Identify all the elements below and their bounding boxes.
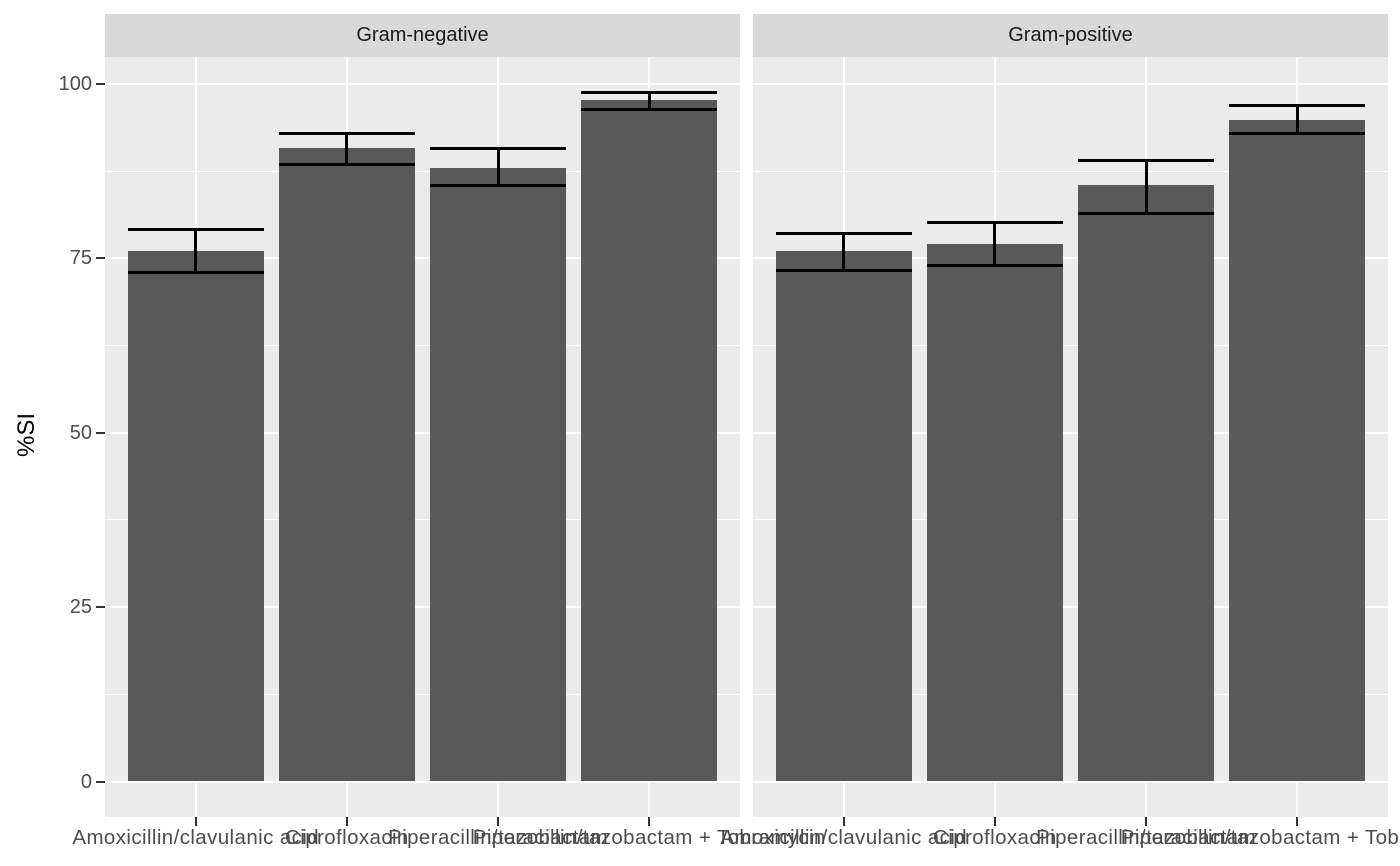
- error-bar-cap-lower: [278, 162, 415, 166]
- error-bar-stem: [647, 92, 651, 110]
- y-tick-label: 75: [69, 247, 92, 270]
- error-bar-cap-upper: [775, 232, 912, 236]
- bar-3: [1078, 185, 1215, 782]
- minor-gridline: [105, 170, 740, 172]
- error-bar-cap-upper: [1078, 158, 1215, 162]
- facet-strip-label: Gram-negative: [356, 24, 489, 46]
- y-tick-label: 100: [58, 73, 92, 95]
- bar-2: [278, 148, 415, 782]
- error-bar-cap-lower: [1078, 212, 1215, 216]
- y-tick-mark: [96, 431, 105, 434]
- error-bar-stem: [1295, 105, 1299, 134]
- y-tick-label: 0: [80, 770, 92, 793]
- error-bar-stem: [993, 222, 997, 266]
- major-gridline: [105, 83, 740, 85]
- y-tick-mark: [96, 606, 105, 609]
- error-bar-cap-lower: [926, 263, 1063, 267]
- major-gridline: [753, 431, 1388, 434]
- minor-gridline: [753, 170, 1388, 172]
- y-tick-mark: [96, 780, 105, 783]
- error-bar-cap-lower: [127, 270, 264, 274]
- minor-gridline: [753, 345, 1388, 347]
- major-gridline: [105, 431, 740, 434]
- minor-gridline: [753, 519, 1388, 521]
- error-bar-cap-lower: [581, 107, 718, 111]
- x-tick-mark: [194, 817, 197, 826]
- error-bar-cap-lower: [430, 183, 567, 187]
- major-gridline: [105, 257, 740, 260]
- major-gridline: [753, 606, 1388, 609]
- error-bar-cap-upper: [581, 90, 718, 94]
- bar-4: [581, 100, 718, 782]
- facet-strip-gram-positive: Gram-positive: [753, 14, 1388, 57]
- error-bar-cap-upper: [430, 147, 567, 151]
- x-tick-mark: [345, 817, 348, 826]
- error-bar-cap-upper: [1229, 104, 1366, 108]
- error-bar-cap-lower: [1229, 132, 1366, 136]
- y-tick-label: 50: [69, 421, 92, 444]
- x-tick-mark: [648, 817, 651, 826]
- major-gridline: [105, 780, 740, 783]
- x-tick-mark: [1145, 817, 1148, 826]
- x-tick-label: Ciprofloxacin: [285, 826, 409, 849]
- error-bar-cap-upper: [127, 227, 264, 231]
- major-gridline: [753, 257, 1388, 260]
- x-tick-mark: [497, 817, 500, 826]
- bar-4: [1229, 120, 1366, 782]
- x-tick-label: Amoxicillin/clavulanic acid: [720, 826, 968, 849]
- bar-1: [775, 251, 912, 782]
- x-tick-label: Amoxicillin/clavulanic acid: [72, 826, 320, 849]
- facet-panel-gram-positive: [753, 57, 1388, 817]
- error-bar-cap-upper: [926, 220, 1063, 224]
- error-bar-stem: [194, 229, 198, 273]
- error-bar-stem: [842, 233, 846, 271]
- bar-1: [127, 251, 264, 782]
- facet-panel-gram-negative: [105, 57, 740, 817]
- facet-strip-label: Gram-positive: [1008, 24, 1133, 46]
- x-tick-mark: [993, 817, 996, 826]
- x-tick-label: Piperacillin/tazobactam + Tobramycin: [472, 826, 826, 849]
- minor-gridline: [753, 693, 1388, 695]
- major-gridline: [753, 83, 1388, 85]
- error-bar-stem: [496, 148, 500, 186]
- minor-gridline: [105, 693, 740, 695]
- error-bar-stem: [345, 133, 349, 165]
- x-tick-label: Piperacillin/tazobactam + Tobramycin: [1120, 826, 1400, 849]
- x-tick-mark: [842, 817, 845, 826]
- major-gridline: [753, 780, 1388, 783]
- minor-gridline: [105, 519, 740, 521]
- y-tick-mark: [96, 83, 105, 85]
- x-tick-mark: [1296, 817, 1299, 826]
- error-bar-cap-lower: [775, 268, 912, 272]
- bar-3: [430, 167, 567, 782]
- minor-gridline: [105, 345, 740, 347]
- major-gridline: [105, 606, 740, 609]
- y-tick-mark: [96, 257, 105, 260]
- bar-2: [926, 243, 1063, 782]
- x-tick-label: Piperacillin/tazobactam: [388, 826, 609, 849]
- x-tick-label: Ciprofloxacin: [933, 826, 1057, 849]
- y-tick-label: 25: [69, 596, 92, 619]
- x-tick-label: Piperacillin/tazobactam: [1036, 826, 1257, 849]
- error-bar-cap-upper: [278, 132, 415, 136]
- error-bar-stem: [1144, 160, 1148, 214]
- facet-strip-gram-negative: Gram-negative: [105, 14, 740, 57]
